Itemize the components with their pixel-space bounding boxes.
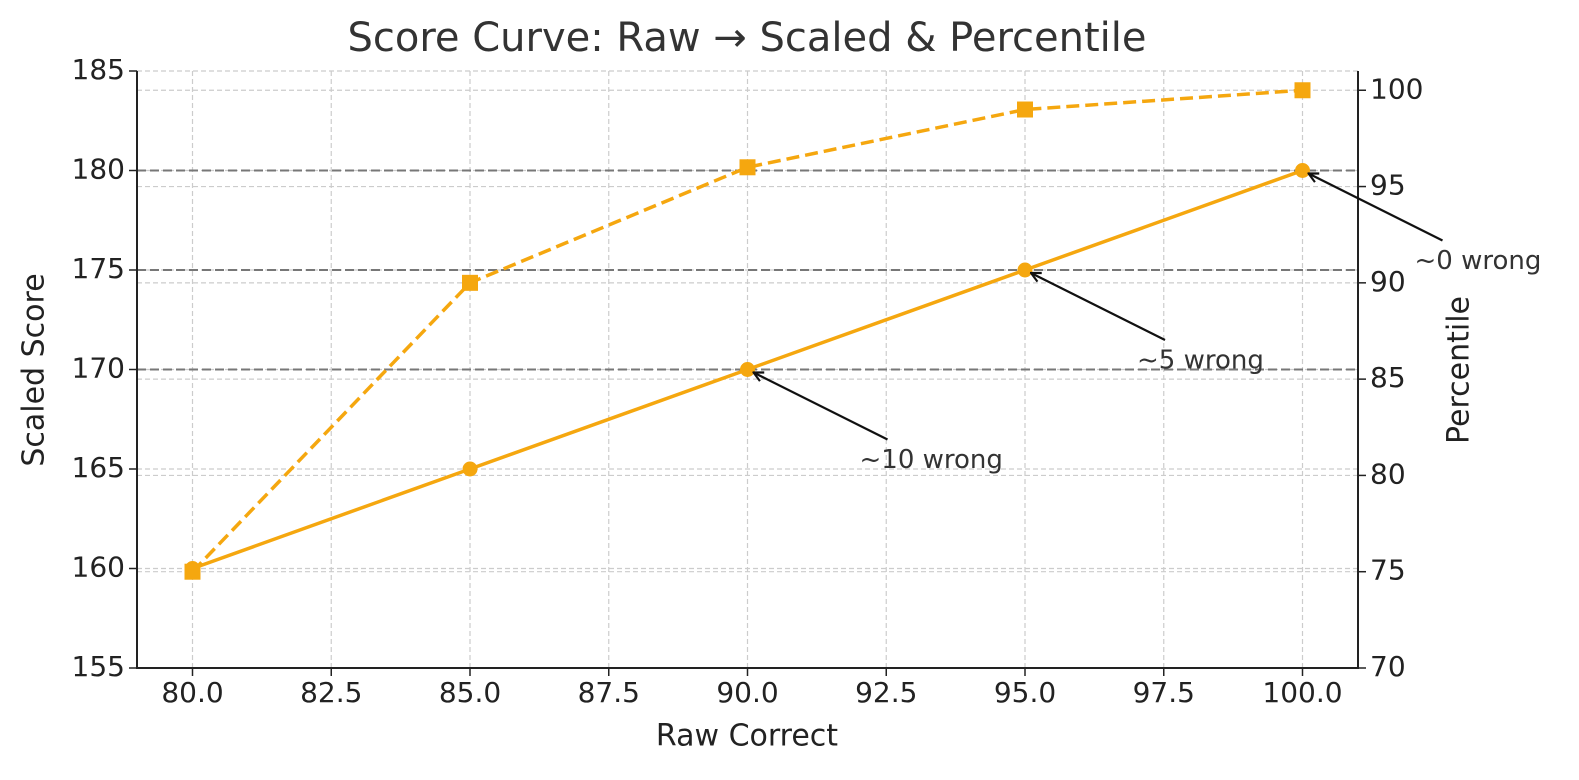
y-axis-label: Scaled Score — [17, 273, 52, 466]
x-axis-label: Raw Correct — [656, 719, 838, 754]
y-tick-label: 170 — [72, 352, 125, 385]
x-tick-label: 85.0 — [439, 676, 501, 709]
y2-tick-label: 95 — [1370, 169, 1406, 202]
y2-tick-label: 75 — [1370, 554, 1406, 587]
annotation-text: ~5 wrong — [1137, 346, 1264, 376]
marker — [1017, 101, 1033, 118]
y2-tick-label: 80 — [1370, 457, 1406, 490]
y-tick-label: 180 — [72, 153, 125, 186]
axes-frame — [136, 71, 1359, 669]
annotation-arrow — [1031, 273, 1166, 341]
marker — [184, 563, 201, 580]
y-tick-label: 155 — [72, 650, 125, 683]
y2-tick-label: 100 — [1370, 72, 1423, 105]
marker — [462, 461, 478, 477]
marker — [1294, 82, 1311, 99]
x-tick-label: 97.5 — [1133, 676, 1195, 709]
marker — [739, 159, 756, 176]
annotation-text: ~10 wrong — [860, 445, 1003, 475]
y2-tick-label: 90 — [1370, 265, 1406, 298]
y-tick-label: 165 — [72, 451, 125, 484]
y-tick-label: 160 — [72, 551, 125, 584]
y2-tick-label: 70 — [1370, 650, 1406, 683]
x-tick-label: 95.0 — [994, 676, 1056, 709]
y-tick-label: 175 — [72, 252, 125, 285]
x-tick-label: 80.0 — [161, 676, 223, 709]
marker — [740, 362, 755, 377]
x-tick-label: 90.0 — [716, 676, 778, 709]
x-tick-label: 92.5 — [855, 676, 917, 709]
chart-title: Score Curve: Raw → Scaled & Percentile — [347, 15, 1146, 61]
annotation-arrow — [1309, 174, 1443, 242]
series-line — [191, 88, 1303, 573]
annotation-arrow — [754, 373, 888, 441]
x-tick-label: 100.0 — [1262, 676, 1342, 709]
y2-axis-label: Percentile — [1442, 296, 1477, 444]
annotation-text: ~0 wrong — [1415, 246, 1542, 276]
marker — [1295, 163, 1310, 178]
x-tick-label: 87.5 — [578, 676, 640, 709]
marker — [462, 274, 478, 291]
marker — [1017, 262, 1033, 278]
y-tick-label: 185 — [72, 53, 125, 86]
y2-tick-label: 85 — [1370, 361, 1406, 394]
x-tick-label: 82.5 — [300, 676, 362, 709]
